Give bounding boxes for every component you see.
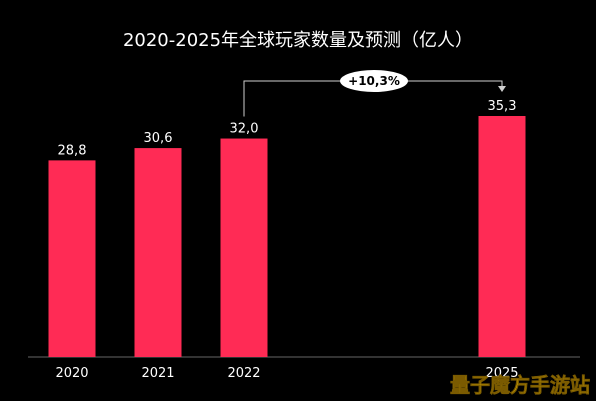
value-label-2020: 28,8 [58,143,87,158]
bar-2020 [48,160,96,357]
bar-2025 [478,116,526,357]
watermark: 量子魔方手游站 [450,373,590,397]
annotation-arrowhead [498,86,506,92]
value-label-2025: 35,3 [488,99,517,114]
value-label-2022: 32,0 [230,122,259,137]
x-tick-2025: 2025 [485,366,518,381]
annotation-bubble [340,70,408,92]
bar-2021 [134,148,182,357]
annotation-label: +10,3% [348,74,400,88]
value-label-2021: 30,6 [144,131,173,146]
bar-2022 [220,138,268,357]
bars-group: 28,8 2020 30,6 2021 32,0 2022 35,3 2025 [48,99,526,381]
growth-annotation: +10,3% [243,70,506,117]
x-tick-2022: 2022 [227,366,260,381]
chart-title: 2020-2025年全球玩家数量及预测（亿人） [123,30,473,51]
x-tick-2020: 2020 [55,366,88,381]
x-tick-2021: 2021 [141,366,174,381]
